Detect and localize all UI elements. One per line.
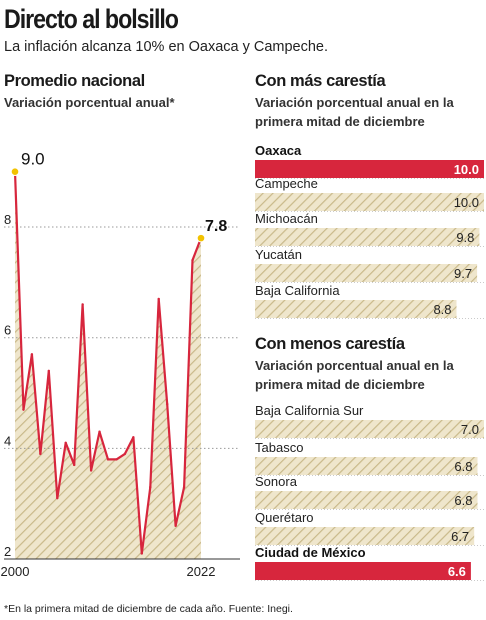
top-rank-bar xyxy=(255,300,457,318)
top-rank-label: Oaxaca xyxy=(255,143,302,158)
top-rank-value: 9.8 xyxy=(456,230,474,245)
data-point xyxy=(174,524,177,528)
bottom-rank-bar xyxy=(255,420,484,438)
y-tick-label: 4 xyxy=(4,433,11,448)
top-rank-label: Yucatán xyxy=(255,247,302,262)
data-point xyxy=(47,369,51,373)
top-rank-bar xyxy=(255,228,480,246)
line-chart-title: Promedio nacional xyxy=(4,72,145,90)
bottom-rank-label: Ciudad de México xyxy=(255,545,366,560)
bottom-rank-value: 6.8 xyxy=(454,459,472,474)
data-point xyxy=(89,469,93,472)
bottom-ranking-subtitle: Variación porcentual anual en la primera… xyxy=(255,358,454,392)
data-point xyxy=(132,436,135,439)
data-point xyxy=(149,485,152,489)
x-tick-label-start: 2000 xyxy=(1,564,30,579)
top-rank-value: 8.8 xyxy=(433,302,451,317)
bottom-rank-label: Sonora xyxy=(255,474,298,489)
area-fill xyxy=(15,171,201,559)
bottom-rank-label: Querétaro xyxy=(255,510,314,525)
data-point xyxy=(165,402,169,406)
top-ranking-chart: Oaxaca 10.0 Campeche 10.0 Michoacán 9.8 Yucatá… xyxy=(255,143,484,319)
footnote: *En la primera mitad de diciembre de cad… xyxy=(4,603,293,615)
x-tick-label-end: 2022 xyxy=(187,564,216,579)
top-rank-label: Baja California xyxy=(255,283,340,298)
bottom-rank-value: 7.0 xyxy=(461,422,479,437)
data-point xyxy=(56,496,59,500)
highlight-marker xyxy=(196,233,206,243)
bottom-rank-label: Tabasco xyxy=(255,440,303,455)
top-rank-bar xyxy=(255,193,484,211)
top-rank-label: Michoacán xyxy=(255,211,318,226)
bottom-ranking-chart: Baja California Sur 7.0 Tabasco 6.8 Sonora 6.… xyxy=(255,403,484,581)
top-rank-bar xyxy=(255,264,478,282)
bottom-rank-bar xyxy=(255,527,475,545)
bottom-rank-value: 6.8 xyxy=(454,493,472,508)
highlight-marker xyxy=(10,167,20,177)
data-point xyxy=(106,458,110,461)
bottom-rank-bar xyxy=(255,491,478,509)
data-point xyxy=(182,485,186,489)
top-rank-label: Campeche xyxy=(255,176,318,191)
top-rank-value: 9.7 xyxy=(454,266,472,281)
data-point xyxy=(22,408,25,411)
data-point xyxy=(64,441,67,445)
line-chart-subtitle: Variación porcentual anual* xyxy=(4,95,175,110)
bottom-rank-bar xyxy=(255,457,478,475)
y-tick-label: 6 xyxy=(4,323,11,338)
page-subheadline: La inflación alcanza 10% en Oaxaca y Cam… xyxy=(4,39,329,55)
y-tick-label: 8 xyxy=(4,212,11,227)
page-headline: Directo al bolsillo xyxy=(4,4,179,34)
y-tick-label: 2 xyxy=(4,544,11,559)
data-point xyxy=(98,430,101,433)
data-point xyxy=(191,259,194,262)
data-point xyxy=(72,463,76,467)
data-point xyxy=(115,458,118,461)
bottom-rank-value: 6.7 xyxy=(451,529,469,544)
last-value-label: 7.8 xyxy=(205,218,227,235)
data-point xyxy=(30,353,34,356)
data-point xyxy=(39,452,42,456)
top-rank-value: 10.0 xyxy=(454,162,479,177)
data-point xyxy=(123,452,127,456)
bottom-rank-label: Baja California Sur xyxy=(255,403,364,418)
data-point xyxy=(157,297,160,301)
bottom-rank-bar xyxy=(255,562,471,580)
first-value-label: 9.0 xyxy=(21,150,45,169)
data-point xyxy=(81,303,84,306)
top-rank-bar xyxy=(255,160,484,178)
data-point xyxy=(140,552,144,555)
bottom-rank-value: 6.6 xyxy=(448,564,466,579)
bottom-ranking-title: Con menos carestía xyxy=(255,335,405,353)
top-rank-value: 10.0 xyxy=(454,195,479,210)
inflation-line-chart: 2 4 6 8 9.0 7.8 2000 2022 xyxy=(1,150,240,579)
top-ranking-subtitle: Variación porcentual anual en la primera… xyxy=(255,95,454,129)
top-ranking-title: Con más carestía xyxy=(255,72,386,90)
